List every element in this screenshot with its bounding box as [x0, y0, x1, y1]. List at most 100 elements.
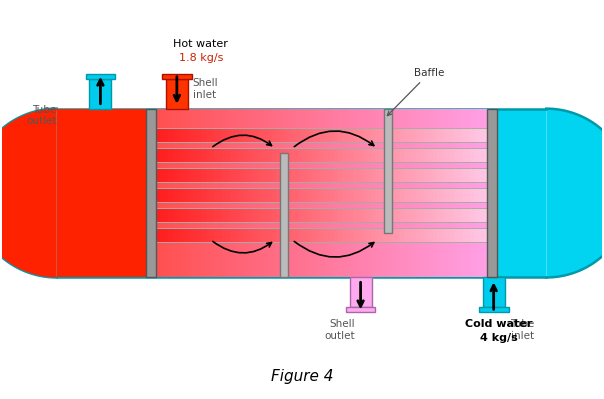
Bar [156, 148, 487, 162]
Bar [413, 228, 417, 242]
Bar [288, 148, 294, 162]
Bar [189, 228, 194, 242]
Bar [251, 168, 256, 182]
Bar [416, 188, 422, 202]
Bar [445, 168, 451, 182]
Bar [416, 168, 422, 182]
Bar [483, 188, 487, 202]
Bar [433, 168, 438, 182]
Bar [284, 128, 289, 142]
Bar [338, 109, 343, 277]
Bar [359, 168, 364, 182]
Bar [384, 168, 388, 182]
Bar [458, 148, 463, 162]
Bar [470, 168, 475, 182]
Bar [202, 208, 207, 222]
Bar [420, 168, 426, 182]
Bar [205, 188, 211, 202]
Bar [309, 228, 314, 242]
Bar [334, 168, 339, 182]
Bar [160, 148, 165, 162]
Bar [239, 228, 244, 242]
Bar [362, 228, 368, 242]
Bar [355, 168, 359, 182]
Bar [396, 228, 401, 242]
Bar [181, 188, 186, 202]
Bar [388, 188, 393, 202]
Bar [391, 228, 397, 242]
Bar [338, 168, 343, 182]
Bar [445, 128, 451, 142]
Bar [263, 188, 269, 202]
Bar [297, 208, 301, 222]
Bar [350, 168, 355, 182]
Bar [276, 109, 281, 277]
Bar [479, 307, 509, 312]
Bar [86, 74, 115, 79]
Bar [259, 168, 265, 182]
Bar [416, 228, 422, 242]
Bar [330, 168, 335, 182]
Bar [449, 208, 455, 222]
Bar [193, 168, 198, 182]
Bar [313, 128, 318, 142]
Bar [416, 109, 422, 277]
Bar [400, 128, 405, 142]
Bar [247, 148, 252, 162]
Bar [193, 208, 198, 222]
Bar [313, 228, 318, 242]
Bar [470, 228, 475, 242]
Bar [284, 148, 289, 162]
Bar [193, 228, 198, 242]
Bar [205, 208, 211, 222]
Bar [384, 109, 388, 277]
Bar [449, 109, 455, 277]
Bar [388, 148, 393, 162]
FancyArrowPatch shape [294, 241, 374, 257]
Bar [222, 148, 227, 162]
Bar [272, 128, 277, 142]
Bar [243, 168, 248, 182]
Bar [462, 208, 467, 222]
Bar [384, 128, 388, 142]
Bar [433, 188, 438, 202]
Bar [408, 128, 413, 142]
Bar [454, 148, 459, 162]
Bar [367, 109, 372, 277]
Bar [350, 228, 355, 242]
Bar [458, 128, 463, 142]
Bar [177, 228, 182, 242]
Bar [202, 128, 207, 142]
Bar [226, 168, 231, 182]
Bar [169, 188, 173, 202]
Bar [297, 109, 301, 277]
Bar [272, 168, 277, 182]
Bar [359, 109, 364, 277]
Bar [210, 148, 215, 162]
Bar [359, 228, 364, 242]
Bar [177, 148, 182, 162]
Bar [470, 128, 475, 142]
Bar [280, 208, 285, 222]
Bar [478, 168, 484, 182]
Bar [173, 148, 178, 162]
Bar [210, 188, 215, 202]
Bar [169, 168, 173, 182]
Bar [483, 148, 487, 162]
Bar [259, 228, 265, 242]
Bar [202, 228, 207, 242]
Bar [146, 109, 156, 277]
Bar [160, 109, 165, 277]
Bar [313, 208, 318, 222]
Bar [259, 109, 265, 277]
Bar [483, 208, 487, 222]
Bar [338, 188, 343, 202]
Bar [297, 188, 301, 202]
Bar [259, 148, 265, 162]
Bar [321, 188, 327, 202]
Bar [321, 148, 327, 162]
Bar [470, 208, 475, 222]
Bar [284, 168, 289, 182]
Bar [474, 168, 480, 182]
Bar [164, 148, 169, 162]
